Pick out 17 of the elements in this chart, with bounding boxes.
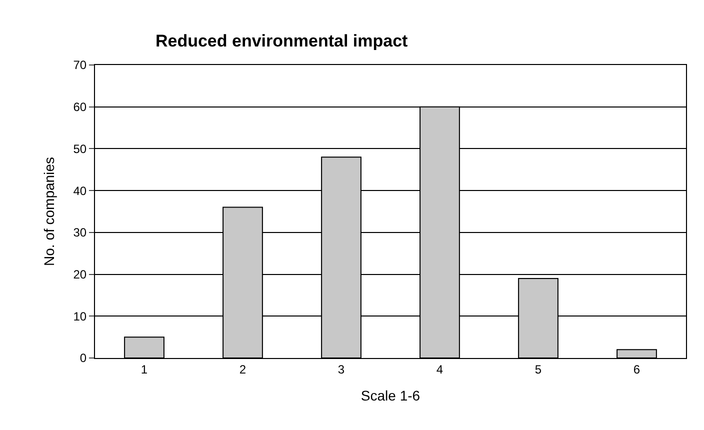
y-tick-label: 10 — [73, 309, 87, 324]
x-tick-label: 6 — [633, 362, 640, 376]
y-tick-label: 40 — [73, 184, 87, 198]
y-tick-label: 30 — [73, 226, 87, 240]
y-tick-label: 60 — [73, 100, 87, 114]
x-tick-label: 1 — [140, 362, 148, 376]
x-tick-label: 4 — [436, 362, 444, 376]
x-axis-title: Scale 1-6 — [360, 388, 420, 404]
y-tick-label: 50 — [73, 142, 87, 156]
x-tick-label: 2 — [239, 362, 246, 376]
y-axis-title: No. of companies — [40, 157, 57, 266]
chart-title: Reduced environmental impact — [155, 31, 408, 50]
y-tick-label: 20 — [73, 267, 87, 282]
y-tick-label: 70 — [73, 58, 87, 72]
x-tick-label: 3 — [338, 362, 345, 376]
y-tick-label: 0 — [80, 351, 87, 366]
x-tick-label: 5 — [534, 362, 542, 376]
